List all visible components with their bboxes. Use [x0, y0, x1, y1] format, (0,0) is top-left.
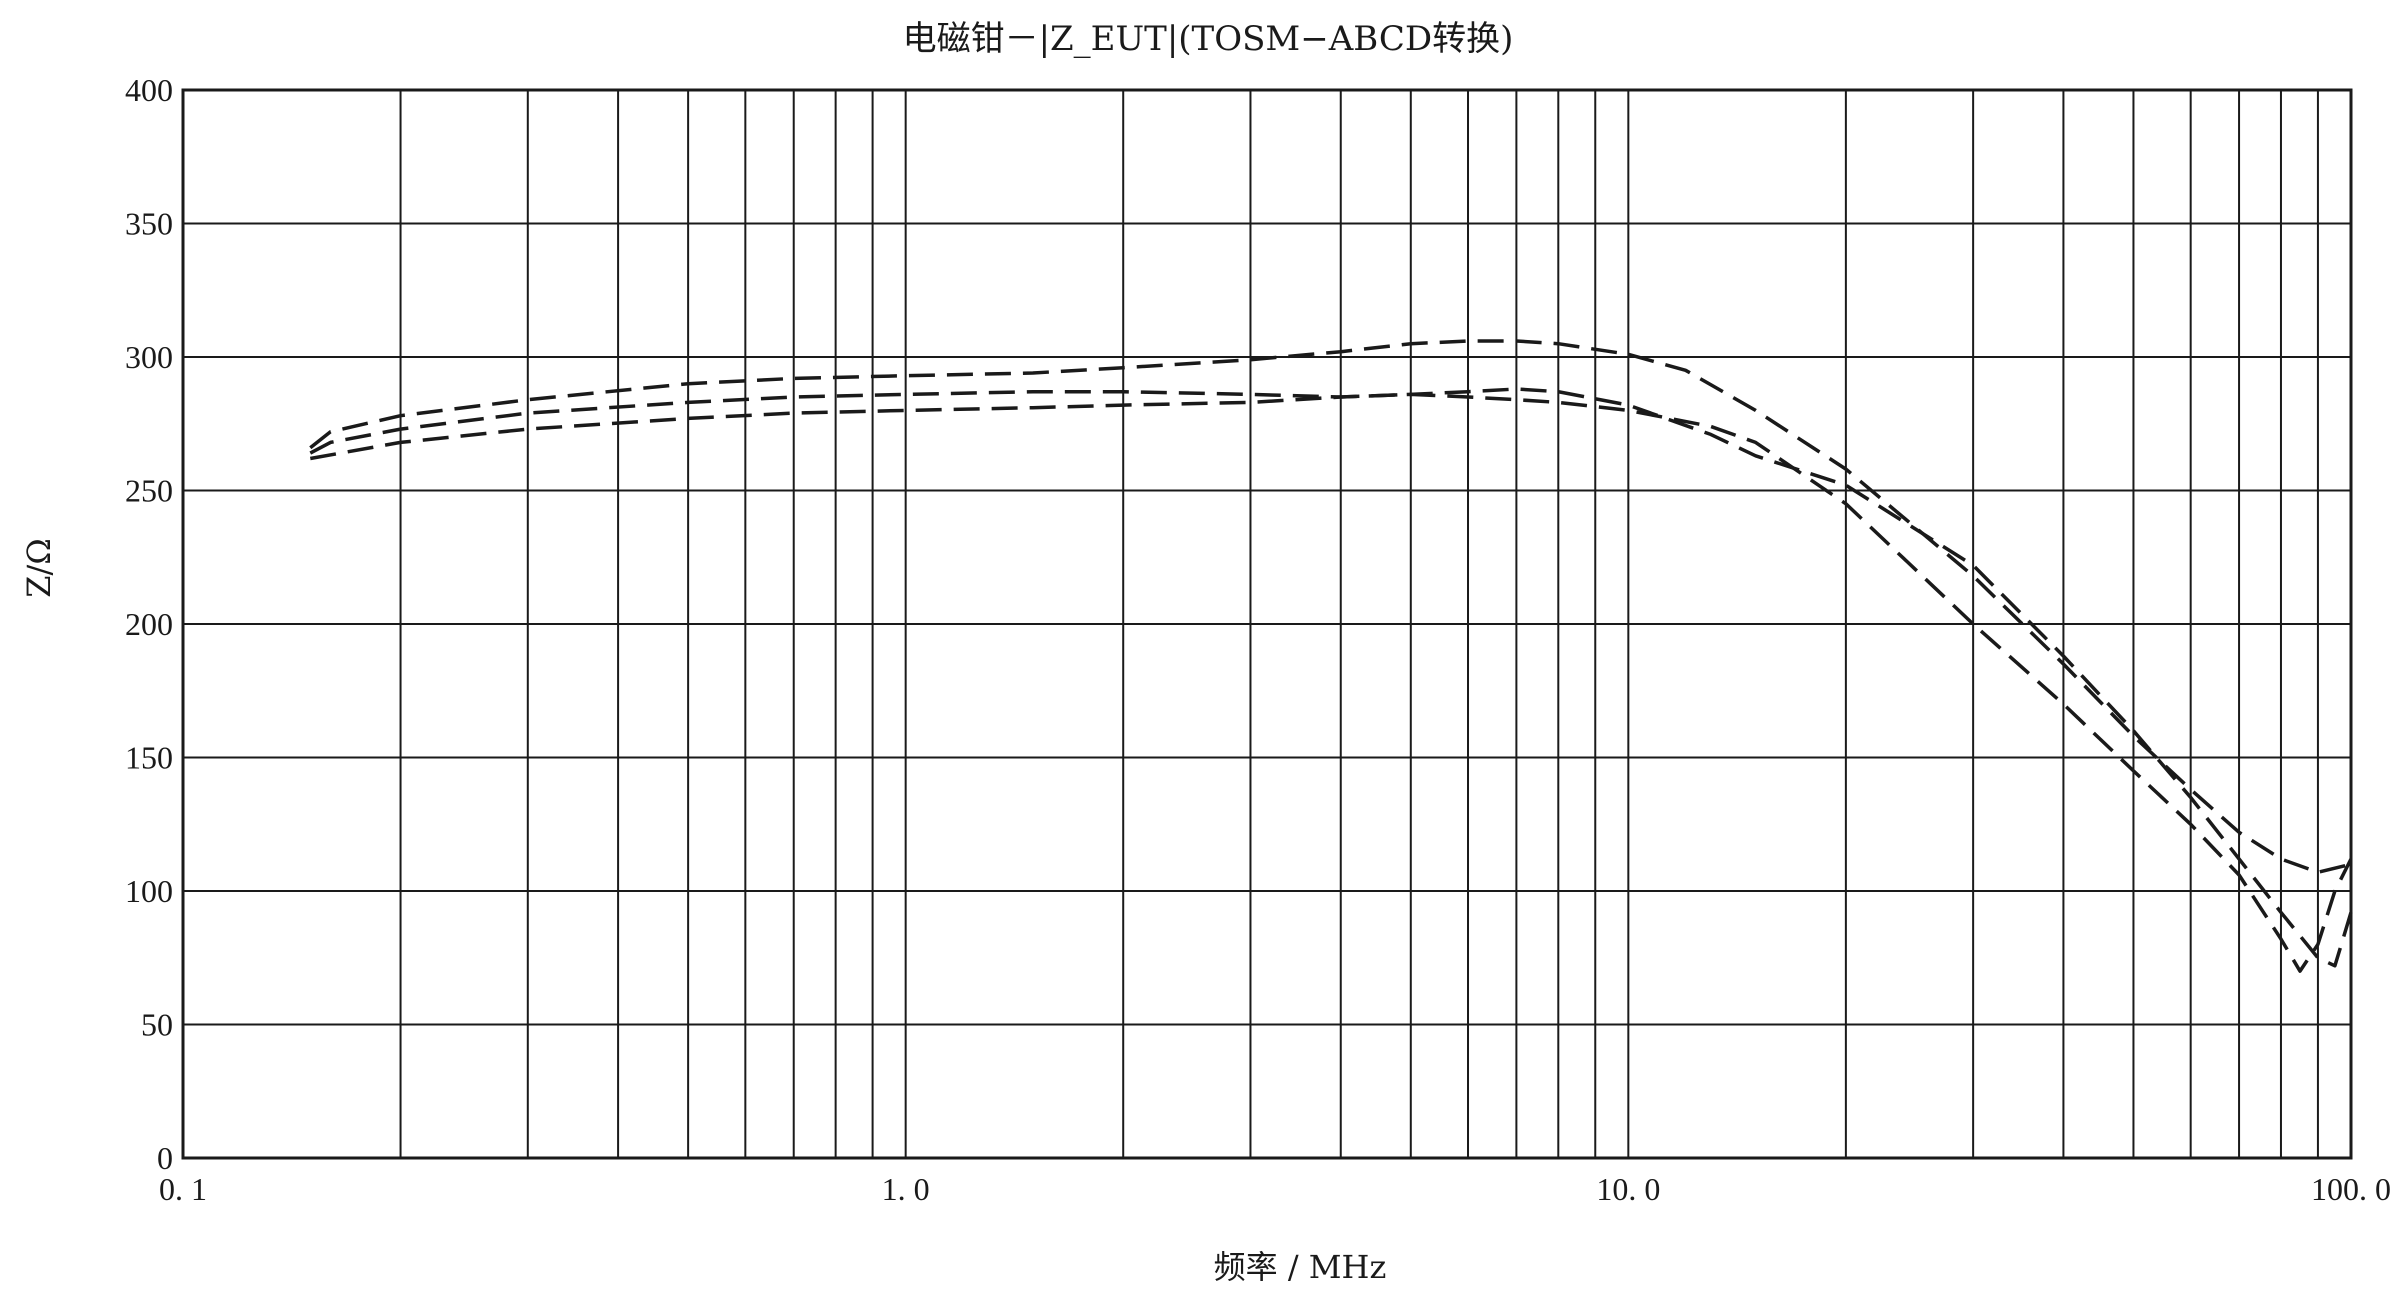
- x-tick-labels: 0. 1 1. 0 10. 0 100. 0: [159, 1171, 2391, 1207]
- x-tick-label: 100. 0: [2311, 1171, 2391, 1207]
- series-line-1: [309, 339, 2352, 875]
- y-tick-label: 100: [125, 873, 173, 909]
- x-tick-label: 1. 0: [882, 1171, 930, 1207]
- series-line-3: [309, 392, 2353, 973]
- y-tick-label: 250: [125, 473, 173, 509]
- x-axis-label: 频率 / MHz: [1214, 1248, 1387, 1286]
- x-tick-label: 0. 1: [159, 1171, 207, 1207]
- y-tick-label: 150: [125, 740, 173, 776]
- y-tick-label: 300: [125, 339, 173, 375]
- y-tick-label: 0: [157, 1140, 173, 1176]
- y-tick-label: 200: [125, 606, 173, 642]
- chart-title: 电磁钳－|Z_EUT|(TOSM−ABCD转换): [903, 19, 1514, 59]
- y-tick-labels: 0 50 100 150 200 250 300 350 400: [125, 72, 173, 1176]
- series-lines: [309, 339, 2353, 973]
- y-tick-label: 400: [125, 72, 173, 108]
- plot-frame: [181, 88, 2353, 1160]
- y-tick-label: 350: [125, 206, 173, 242]
- y-tick-label: 50: [141, 1007, 173, 1043]
- grid-lines: [182, 89, 2352, 1159]
- x-tick-label: 10. 0: [1596, 1171, 1660, 1207]
- y-axis-label: Z/Ω: [20, 538, 58, 598]
- series-line-2: [309, 387, 2353, 968]
